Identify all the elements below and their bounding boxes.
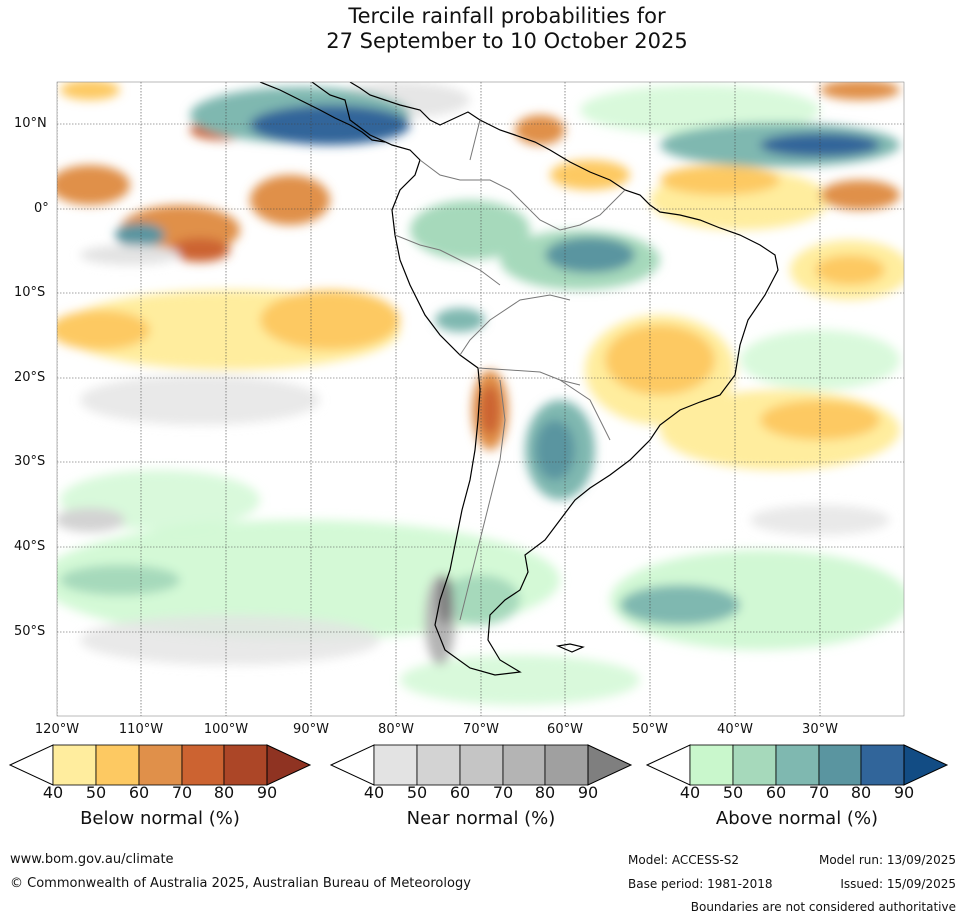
- south-america-coastline: [311, 82, 779, 676]
- lon-label-40w: 40°W: [717, 722, 753, 737]
- cb-above-tick: 50: [722, 783, 744, 802]
- lon-label-50w: 50°W: [632, 722, 668, 737]
- lon-label-90w: 90°W: [293, 722, 329, 737]
- cb-above-tick: 70: [808, 783, 830, 802]
- colorbar-swatch: [223, 744, 268, 786]
- country-borders: [394, 119, 626, 621]
- colorbar-swatch: [459, 744, 504, 786]
- lon-label-30w: 30°W: [802, 722, 838, 737]
- colorbar-swatch: [732, 744, 777, 786]
- lon-label-120w: 120°W: [34, 722, 80, 737]
- footer-base-period: Base period: 1981-2018: [628, 877, 773, 891]
- cb-near-label: Near normal (%): [406, 808, 556, 829]
- lat-label-30s: 30°S: [14, 454, 46, 469]
- cb-above-tick: 60: [765, 783, 787, 802]
- cb-below-tick: 60: [128, 783, 150, 802]
- cb-near-tick: 40: [363, 783, 385, 802]
- cb-below-tick: 40: [42, 783, 64, 802]
- lon-label-80w: 80°W: [378, 722, 414, 737]
- colorbar-below-normal: [8, 744, 312, 786]
- cb-near-tick: 70: [492, 783, 514, 802]
- cb-above-tick: 40: [679, 783, 701, 802]
- footer-disclaimer: Boundaries are not considered authoritat…: [690, 900, 956, 914]
- colorbar-swatch: [587, 744, 633, 786]
- colorbar-swatch: [416, 744, 461, 786]
- footer-issued: Issued: 15/09/2025: [840, 877, 956, 891]
- colorbar-above-normal: [645, 744, 949, 786]
- colorbar-swatch: [266, 744, 312, 786]
- colorbar-near-normal: [329, 744, 633, 786]
- colorbar-swatch: [138, 744, 183, 786]
- cb-below-tick: 70: [171, 783, 193, 802]
- cb-near-tick: 50: [406, 783, 428, 802]
- lat-label-0: 0°: [34, 201, 49, 216]
- colorbar-swatch: [860, 744, 905, 786]
- footer-model: Model: ACCESS-S2: [628, 853, 740, 867]
- lon-label-100w: 100°W: [203, 722, 249, 737]
- map-title: Tercile rainfall probabilities for 27 Se…: [0, 4, 965, 54]
- cb-near-tick: 80: [534, 783, 556, 802]
- lat-label-10s: 10°S: [14, 285, 46, 300]
- lon-label-110w: 110°W: [118, 722, 164, 737]
- footer-model-run: Model run: 13/09/2025: [818, 853, 956, 867]
- cb-below-tick: 80: [213, 783, 235, 802]
- lon-label-60w: 60°W: [547, 722, 583, 737]
- footer-copyright: © Commonwealth of Australia 2025, Austra…: [10, 876, 471, 891]
- colorbar-swatch: [818, 744, 862, 786]
- lat-label-50s: 50°S: [14, 624, 46, 639]
- cb-above-label: Above normal (%): [715, 808, 879, 829]
- colorbar-swatch: [181, 744, 225, 786]
- colorbar-swatch: [502, 744, 546, 786]
- cb-near-tick: 60: [449, 783, 471, 802]
- falklands-outline: [555, 643, 585, 653]
- title-line-2: 27 September to 10 October 2025: [326, 29, 688, 53]
- cb-above-tick: 90: [893, 783, 915, 802]
- lat-label-40s: 40°S: [14, 539, 46, 554]
- cb-below-label: Below normal (%): [80, 808, 240, 829]
- map-frame: [57, 82, 904, 716]
- colorbar-swatch: [52, 744, 97, 786]
- graticule: [57, 82, 904, 716]
- colorbar-swatch: [775, 744, 820, 786]
- footer-url: www.bom.gov.au/climate: [10, 852, 174, 867]
- cb-below-tick: 50: [85, 783, 107, 802]
- lat-label-20s: 20°S: [14, 370, 46, 385]
- cb-below-tick: 90: [256, 783, 278, 802]
- colorbar-swatch: [95, 744, 140, 786]
- lat-label-10n: 10°N: [14, 116, 47, 131]
- lon-label-70w: 70°W: [463, 722, 499, 737]
- cb-above-tick: 80: [850, 783, 872, 802]
- map-border: [56, 81, 905, 717]
- central-america-coastline: [259, 82, 386, 143]
- colorbar-swatch: [689, 744, 734, 786]
- colorbar-swatch: [903, 744, 949, 786]
- cb-near-tick: 90: [577, 783, 599, 802]
- title-line-1: Tercile rainfall probabilities for: [348, 4, 666, 28]
- colorbar-swatch: [544, 744, 589, 786]
- colorbar-swatch: [373, 744, 418, 786]
